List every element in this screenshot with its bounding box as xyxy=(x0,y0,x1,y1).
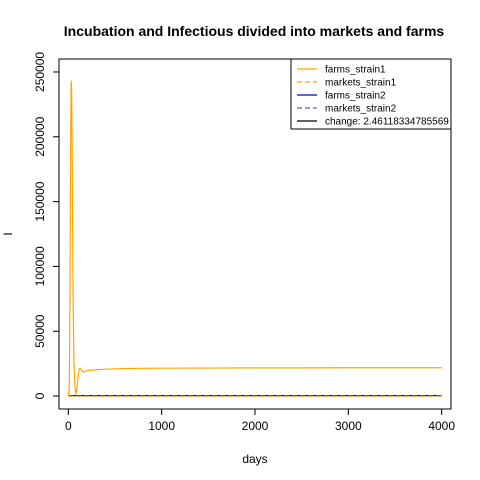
y-tick-label: 150000 xyxy=(33,181,47,221)
x-axis-title: days xyxy=(242,452,267,466)
chart-title: Incubation and Infectious divided into m… xyxy=(64,23,445,39)
series-line-farms-strain1 xyxy=(67,80,442,396)
y-axis: 0 50000 100000 150000 200000 250000 xyxy=(33,52,60,399)
x-tick-label: 0 xyxy=(65,419,72,433)
x-tick-label: 2000 xyxy=(242,419,269,433)
series-layer xyxy=(67,80,442,397)
x-tick-label: 1000 xyxy=(148,419,175,433)
legend-label: farms_strain2 xyxy=(325,91,386,102)
x-tick-label: 3000 xyxy=(335,419,362,433)
y-tick-label: 50000 xyxy=(33,314,47,348)
legend-box xyxy=(290,58,452,130)
y-tick-label: 250000 xyxy=(33,52,47,92)
legend-label: farms_strain1 xyxy=(325,65,386,76)
legend-label: markets_strain2 xyxy=(325,104,397,115)
y-tick-label: 200000 xyxy=(33,116,47,156)
y-tick-label: 100000 xyxy=(33,246,47,286)
legend: farms_strain1 markets_strain1 farms_strain… xyxy=(290,58,452,130)
legend-label: change: 2.46118334785569 xyxy=(325,117,449,128)
y-tick-label: 0 xyxy=(33,392,47,399)
x-tick-label: 4000 xyxy=(428,419,455,433)
legend-label: markets_strain1 xyxy=(325,78,397,89)
x-axis: 0 1000 2000 3000 4000 xyxy=(65,408,455,433)
y-axis-title: I xyxy=(1,232,15,235)
